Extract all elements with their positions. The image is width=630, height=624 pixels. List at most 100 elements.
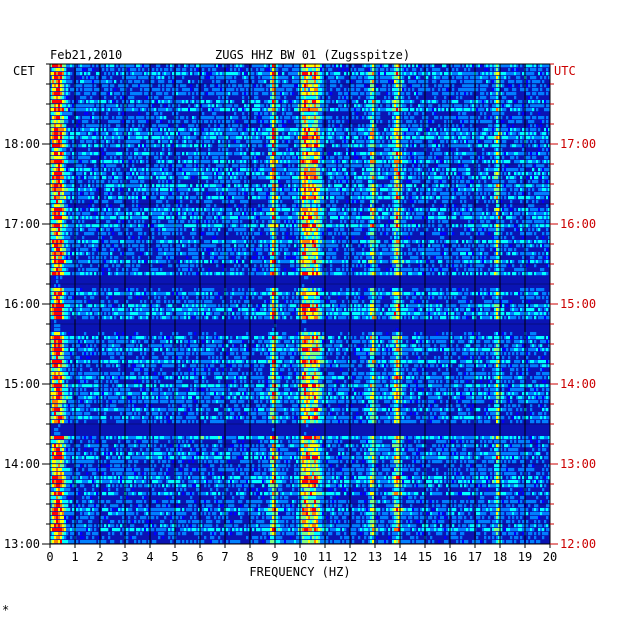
heatmap-cell [236,88,239,92]
heatmap-cell [296,120,299,124]
heatmap-cell [226,120,229,124]
heatmap-cell [226,80,229,84]
right-axis-label: UTC [554,64,576,78]
heatmap-cell [406,136,409,140]
heatmap-cell [120,116,123,120]
heatmap-cell [288,148,291,152]
heatmap-cell [340,172,343,176]
heatmap-cell [362,92,365,96]
heatmap-cell [114,92,117,96]
heatmap-cell [386,64,389,68]
heatmap-cell [542,132,545,136]
heatmap-cell [416,128,419,132]
heatmap-cell [466,132,469,136]
heatmap-cell [544,136,547,140]
heatmap-cell [192,92,195,96]
heatmap-cell [150,140,153,144]
heatmap-cell [398,64,401,68]
heatmap-cell [362,144,365,148]
heatmap-cell [144,176,147,180]
heatmap-cell [112,64,115,68]
heatmap-cell [130,108,133,112]
heatmap-cell [142,116,145,120]
heatmap-cell [272,64,275,68]
heatmap-cell [284,124,287,128]
heatmap-cell [464,92,467,96]
heatmap-cell [496,132,499,136]
heatmap-cell [56,80,59,84]
heatmap-cell [368,160,371,164]
heatmap-cell [234,176,237,180]
heatmap-cell [304,108,307,112]
heatmap-cell [142,168,145,172]
heatmap-cell [494,76,497,80]
heatmap-cell [94,152,97,156]
heatmap-cell [186,144,189,148]
heatmap-cell [516,116,519,120]
heatmap-cell [208,144,211,148]
heatmap-cell [112,176,115,180]
heatmap-cell [172,64,175,68]
heatmap-cell [360,68,363,72]
heatmap-cell [286,88,289,92]
heatmap-cell [172,120,175,124]
heatmap-cell [312,112,315,116]
heatmap-cell [100,144,103,148]
heatmap-cell [240,144,243,148]
heatmap-cell [450,104,453,108]
heatmap-cell [482,132,485,136]
heatmap-cell [288,168,291,172]
heatmap-cell [360,104,363,108]
heatmap-cell [300,136,303,140]
heatmap-cell [508,92,511,96]
heatmap-cell [380,76,383,80]
heatmap-cell [344,176,347,180]
heatmap-cell [508,172,511,176]
heatmap-cell [288,72,291,76]
heatmap-cell [144,84,147,88]
heatmap-cell [166,156,169,160]
heatmap-cell [470,144,473,148]
heatmap-cell [298,108,301,112]
heatmap-cell [496,104,499,108]
heatmap-cell [398,176,401,180]
heatmap-cell [264,92,267,96]
heatmap-cell [544,156,547,160]
heatmap-cell [422,164,425,168]
heatmap-cell [434,96,437,100]
heatmap-cell [122,136,125,140]
heatmap-cell [200,120,203,124]
heatmap-cell [312,64,315,68]
heatmap-cell [482,152,485,156]
heatmap-cell [90,176,93,180]
heatmap-cell [70,88,73,92]
heatmap-cell [428,144,431,148]
heatmap-cell [452,116,455,120]
heatmap-cell [232,172,235,176]
heatmap-cell [366,144,369,148]
heatmap-cell [194,160,197,164]
heatmap-cell [526,136,529,140]
heatmap-cell [106,144,109,148]
heatmap-cell [478,76,481,80]
heatmap-cell [314,140,317,144]
heatmap-cell [254,136,257,140]
heatmap-cell [312,104,315,108]
heatmap-cell [76,124,79,128]
heatmap-cell [314,84,317,88]
heatmap-cell [242,144,245,148]
heatmap-cell [460,108,463,112]
heatmap-cell [414,92,417,96]
heatmap-cell [90,168,93,172]
heatmap-cell [390,100,393,104]
heatmap-cell [136,148,139,152]
heatmap-cell [210,120,213,124]
heatmap-cell [276,64,279,68]
heatmap-cell [422,100,425,104]
heatmap-cell [504,144,507,148]
heatmap-cell [540,76,543,80]
heatmap-cell [144,104,147,108]
heatmap-cell [84,144,87,148]
heatmap-cell [296,152,299,156]
heatmap-cell [314,152,317,156]
